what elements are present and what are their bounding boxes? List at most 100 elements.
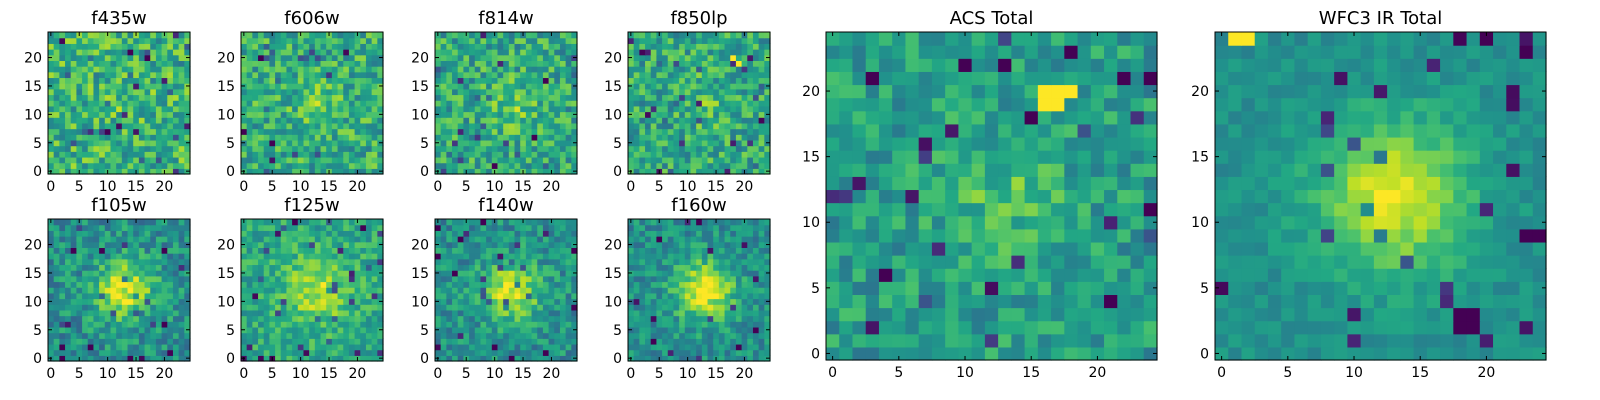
- heatmap-cell: [440, 60, 447, 67]
- heatmap-cell: [297, 264, 305, 271]
- heatmap-cell: [241, 253, 248, 260]
- heatmap-cell: [343, 32, 350, 39]
- heatmap-cell: [628, 162, 635, 169]
- heatmap-cell: [104, 275, 112, 283]
- heatmap-cell: [178, 258, 185, 266]
- heatmap-cell: [508, 156, 516, 164]
- heatmap-cell: [747, 71, 754, 79]
- axes-frame: [434, 218, 578, 362]
- heatmap-cell: [286, 54, 293, 61]
- heatmap-cell: [314, 304, 322, 311]
- heatmap-cell: [93, 241, 100, 248]
- heatmap-cell: [474, 156, 482, 164]
- heatmap-cell: [172, 230, 180, 237]
- heatmap-cell: [371, 236, 378, 243]
- heatmap-cell: [440, 88, 447, 96]
- heatmap-cell: [735, 355, 743, 362]
- heatmap-cell: [365, 292, 373, 300]
- heatmap-cell: [667, 83, 675, 90]
- heatmap-cell: [371, 139, 378, 147]
- heatmap-cell: [297, 258, 305, 266]
- heatmap-cell: [537, 219, 544, 226]
- heatmap-cell: [76, 332, 83, 339]
- heatmap-cell: [474, 355, 482, 362]
- heatmap-cell: [457, 343, 464, 351]
- heatmap-cell: [542, 43, 550, 50]
- heatmap-cell: [303, 145, 310, 152]
- heatmap-cell: [161, 332, 168, 339]
- heatmap-cell: [150, 151, 157, 158]
- heatmap-cell: [87, 32, 95, 39]
- heatmap-cell: [178, 43, 185, 50]
- heatmap-cell: [707, 128, 714, 135]
- heatmap-cell: [150, 128, 157, 135]
- heatmap-cell: [116, 156, 123, 164]
- heatmap-cell: [161, 145, 168, 152]
- heatmap-cell: [93, 162, 100, 169]
- heatmap-cell: [121, 117, 129, 124]
- heatmap-cell: [656, 43, 663, 50]
- heatmap-cell: [59, 117, 66, 124]
- heatmap-cell: [474, 66, 482, 73]
- heatmap-cell: [469, 60, 476, 67]
- heatmap-cell: [48, 88, 55, 96]
- heatmap-cell: [252, 122, 259, 130]
- heatmap-cell: [735, 134, 743, 141]
- heatmap-cell: [53, 94, 60, 101]
- heatmap-cell: [548, 236, 555, 243]
- heatmap-cell: [314, 219, 322, 226]
- heatmap-cell: [354, 77, 361, 84]
- heatmap-cell: [690, 32, 697, 39]
- heatmap-cell: [76, 309, 83, 317]
- heatmap-cell: [480, 128, 487, 135]
- heatmap-cells: [435, 219, 578, 362]
- heatmap-cell: [503, 151, 510, 158]
- heatmap-cell: [741, 315, 748, 322]
- heatmap-cell: [491, 83, 499, 90]
- heatmap-cell: [121, 168, 129, 175]
- heatmap-cell: [87, 139, 95, 147]
- heatmap-cell: [354, 105, 361, 113]
- heatmap-cell: [354, 281, 361, 288]
- heatmap-cell: [724, 304, 731, 311]
- heatmap-cell: [297, 117, 305, 124]
- heatmap-cell: [452, 139, 459, 147]
- heatmap-cell: [110, 275, 117, 283]
- heatmap-cell: [457, 43, 464, 50]
- y-tick-label: 15: [604, 79, 622, 95]
- heatmap-cell: [758, 343, 765, 351]
- heatmap-cell: [667, 88, 675, 96]
- heatmap-cell: [161, 247, 168, 254]
- heatmap-cell: [696, 156, 703, 164]
- heatmap-cell: [452, 230, 459, 237]
- heatmap-cell: [297, 292, 305, 300]
- heatmap-cell: [320, 287, 327, 294]
- heatmap-cell: [320, 105, 327, 113]
- heatmap-cell: [508, 258, 516, 266]
- heatmap-cell: [99, 37, 106, 44]
- heatmap-cell: [252, 134, 259, 141]
- heatmap-cell: [752, 54, 760, 61]
- heatmap-cell: [87, 349, 95, 356]
- heatmap-cell: [446, 66, 453, 73]
- heatmap-cell: [486, 275, 493, 283]
- heatmap-cell: [275, 122, 282, 130]
- heatmap-cell: [360, 66, 367, 73]
- heatmap-cell: [696, 326, 703, 334]
- heatmap-cell: [82, 77, 89, 84]
- heatmap-cell: [53, 54, 60, 61]
- heatmap-cell: [280, 49, 288, 56]
- heatmap-cell: [309, 151, 316, 158]
- heatmap-cell: [435, 37, 442, 44]
- heatmap-cell: [525, 122, 533, 130]
- heatmap-cell: [59, 230, 66, 237]
- heatmap-cell: [133, 111, 140, 118]
- heatmap-cell: [87, 264, 95, 271]
- heatmap-cell: [457, 117, 464, 124]
- heatmap-cell: [172, 54, 180, 61]
- heatmap-cell: [565, 139, 572, 147]
- heatmap-cell: [667, 134, 675, 141]
- heatmap-cell: [53, 292, 60, 300]
- heatmap-cell: [377, 343, 384, 351]
- heatmap-cell: [99, 270, 106, 277]
